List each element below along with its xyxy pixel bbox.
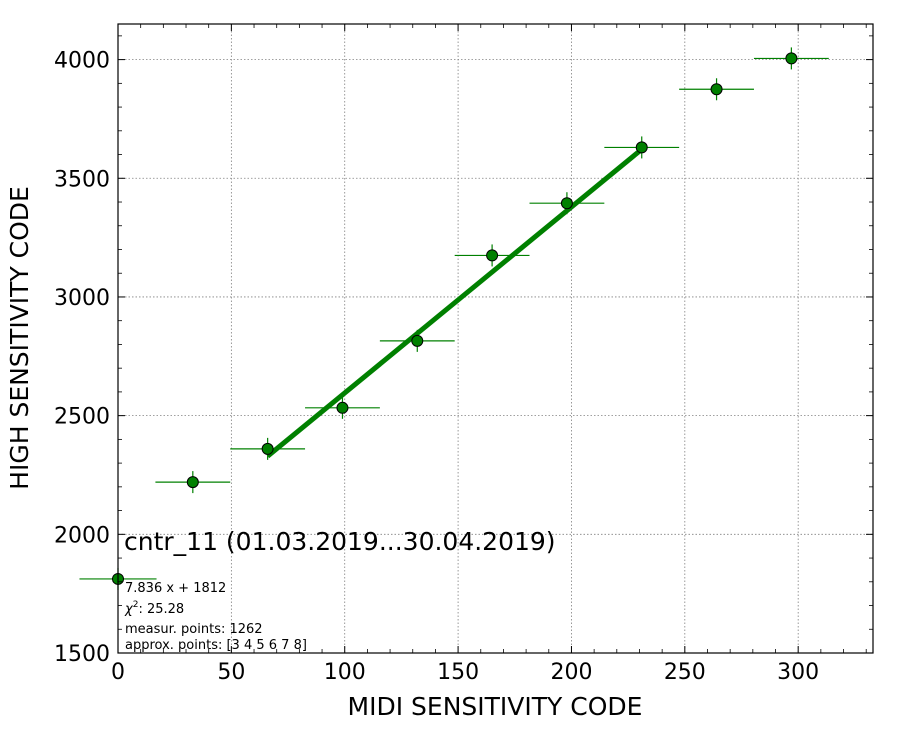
fit-line-group bbox=[266, 147, 644, 459]
x-tick-label: 250 bbox=[664, 660, 706, 685]
data-point bbox=[486, 249, 499, 262]
y-tick-label: 3000 bbox=[54, 286, 110, 311]
error-bars bbox=[79, 47, 829, 590]
y-tick-label: 2000 bbox=[54, 523, 110, 548]
data-point bbox=[710, 83, 723, 96]
y-tick-label: 2500 bbox=[54, 405, 110, 430]
data-point bbox=[336, 401, 349, 414]
x-tick-label: 300 bbox=[777, 660, 819, 685]
y-tick-label: 1500 bbox=[54, 642, 110, 667]
annotation-approx-points: approx. points: [3 4 5 6 7 8] bbox=[125, 638, 307, 653]
y-tick-labels: 1500 2000 2500 3000 3500 4000 bbox=[54, 49, 110, 667]
plot-frame bbox=[117, 23, 874, 654]
x-tick-label: 0 bbox=[111, 660, 125, 685]
data-point bbox=[560, 197, 573, 210]
x-tick-labels: 0 50 100 150 200 250 300 bbox=[111, 660, 819, 685]
data-point bbox=[261, 442, 274, 455]
x-tick-label: 200 bbox=[550, 660, 592, 685]
data-points bbox=[112, 52, 798, 585]
x-tick-label: 50 bbox=[217, 660, 245, 685]
data-point bbox=[186, 476, 199, 489]
y-axis-title: HIGH SENSITIVITY CODE bbox=[5, 186, 34, 490]
annotation-chi2: χ2: 25.28 bbox=[124, 600, 184, 617]
annotation-title: cntr_11 (01.03.2019...30.04.2019) bbox=[124, 527, 556, 556]
axis-ticks bbox=[117, 24, 873, 654]
x-axis-title: MIDI SENSITIVITY CODE bbox=[348, 692, 643, 721]
annotation-chi2-value: : 25.28 bbox=[138, 602, 184, 617]
fit-line bbox=[266, 147, 644, 459]
data-point bbox=[635, 141, 648, 154]
x-tick-label: 100 bbox=[324, 660, 366, 685]
y-tick-label: 3500 bbox=[54, 167, 110, 192]
grid bbox=[117, 24, 873, 654]
x-tick-label: 150 bbox=[437, 660, 479, 685]
data-point bbox=[411, 334, 424, 347]
y-tick-label: 4000 bbox=[54, 49, 110, 74]
annotation-equation: 7.836 x + 1812 bbox=[125, 581, 226, 596]
annotation-measur-points: measur. points: 1262 bbox=[125, 622, 263, 637]
annotation: cntr_11 (01.03.2019...30.04.2019) 7.836 … bbox=[124, 527, 556, 653]
data-point bbox=[785, 52, 798, 65]
